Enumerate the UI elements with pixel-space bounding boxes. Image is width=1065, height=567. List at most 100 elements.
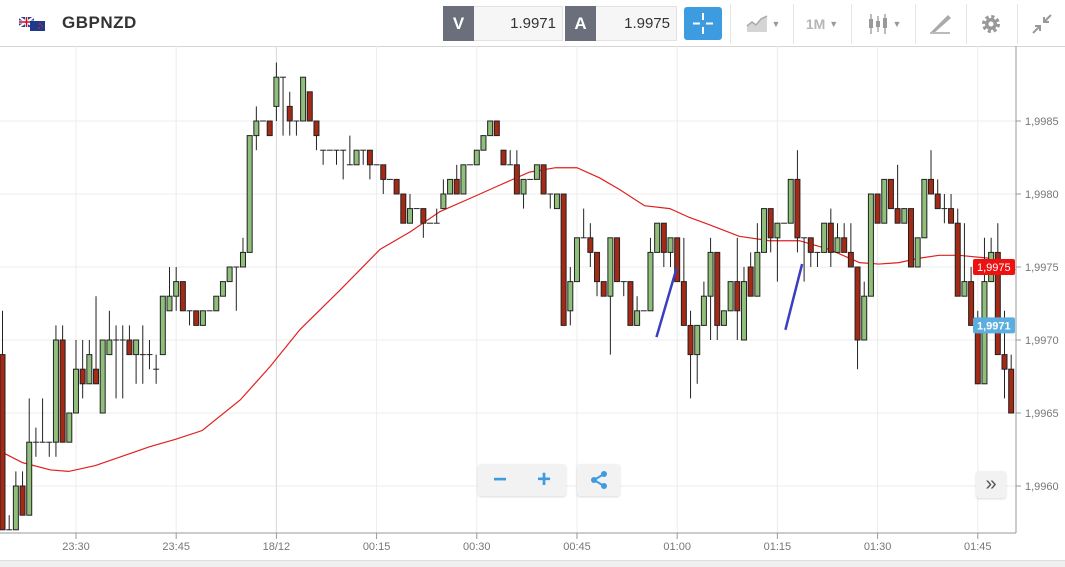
divider (851, 4, 852, 44)
candle (700, 281, 707, 326)
candle (994, 223, 1001, 356)
candle (440, 179, 447, 210)
chart-type-button[interactable]: ▼ (740, 6, 786, 42)
ask-label: A (565, 6, 596, 41)
divider (730, 4, 731, 44)
candle (453, 164, 460, 195)
candle-body-up (634, 310, 641, 326)
x-tick-label: 01:30 (864, 541, 892, 553)
ask-price-tag (973, 259, 1015, 275)
candle-body-up (72, 368, 79, 414)
chevron-down-icon: ▼ (829, 19, 839, 29)
candle-body-up (226, 266, 233, 283)
chart-grid (0, 46, 1016, 533)
scroll-to-latest-button[interactable]: » (976, 471, 1006, 498)
candle (340, 149, 347, 180)
candle (126, 325, 133, 356)
candle (941, 194, 948, 224)
candle-body-down (266, 120, 273, 137)
price-tags-layer: 1,9975 1,9971 (973, 259, 1015, 334)
candle (52, 325, 59, 457)
candle (219, 281, 226, 297)
candle (79, 340, 86, 399)
candle-body-up (12, 485, 19, 531)
candle-body-down (680, 281, 687, 326)
candle-body-up (901, 208, 908, 224)
candle-body-down (660, 222, 667, 253)
settings-button[interactable] (976, 6, 1006, 42)
candle (19, 471, 26, 516)
candle-body-up (867, 193, 874, 297)
drawing-tools-button[interactable] (924, 6, 956, 42)
collapse-button[interactable] (1028, 6, 1056, 42)
candle-body-down (179, 281, 186, 312)
candle-body-down (560, 193, 567, 326)
gear-icon (982, 15, 1000, 33)
candle-body-up (159, 295, 166, 356)
y-tick-label: 1,9965 (1025, 408, 1059, 420)
price-chart[interactable]: 1,9985 1,9980 1,9975 1,9970 1,9965 1,9960 23:3… (0, 46, 1065, 560)
axes-layer: 1,9985 1,9980 1,9975 1,9970 1,9965 1,9960 23:3… (0, 46, 1059, 553)
candle-body-down (974, 324, 981, 385)
y-tick-label: 1,9970 (1025, 335, 1059, 347)
divider (1017, 4, 1018, 44)
candle-body-up (700, 295, 707, 326)
candle (166, 267, 173, 312)
share-button[interactable] (577, 464, 620, 496)
x-tick-label: 01:45 (964, 541, 992, 553)
candle (580, 208, 587, 239)
candle-body-up (173, 281, 180, 297)
candle-body-down (627, 281, 634, 326)
bid-quote[interactable]: V 1.9971 (443, 6, 563, 41)
candle (647, 237, 654, 312)
candle (293, 120, 300, 136)
candle (841, 223, 848, 253)
candle (807, 237, 814, 267)
candle (533, 164, 540, 180)
candle (961, 223, 968, 297)
ask-quote[interactable]: A 1.9975 (565, 6, 677, 41)
chevron-down-icon: ▼ (771, 19, 781, 29)
candle (447, 178, 454, 195)
candle (239, 237, 246, 268)
candle (934, 179, 941, 210)
candle (660, 222, 667, 267)
candle-body-down (380, 164, 387, 180)
candle-body-up (66, 412, 73, 443)
candle (520, 178, 527, 209)
divider (793, 4, 794, 44)
candle-body-up (553, 193, 560, 210)
candle (72, 340, 79, 414)
candle-body-up (667, 237, 674, 253)
candle (226, 266, 233, 283)
x-tick-label: 01:00 (663, 541, 691, 553)
candle (280, 76, 287, 136)
candle (714, 251, 721, 340)
zoom-in-button[interactable]: + (536, 466, 551, 493)
candle (914, 237, 921, 268)
x-tick-label: 23:45 (162, 541, 190, 553)
candle (627, 281, 634, 326)
candle-body-down (393, 178, 400, 195)
crosshair-button[interactable] (684, 7, 722, 40)
candle (46, 441, 53, 457)
crosshair-icon (693, 13, 713, 34)
zoom-out-button[interactable]: − (492, 466, 507, 493)
candle-body-up (861, 295, 868, 341)
candle (834, 223, 841, 253)
candle-body-up (520, 178, 527, 195)
candle-style-button[interactable]: ▼ (860, 6, 908, 42)
candle (901, 208, 908, 224)
candle (253, 106, 260, 151)
candle (787, 178, 794, 224)
candle-body-up (787, 178, 794, 224)
candle-body-up (607, 237, 614, 297)
candle (133, 339, 140, 384)
candle-body-down (968, 281, 975, 326)
x-tick-label: 00:15 (363, 541, 391, 553)
zoom-controls: − + (478, 464, 566, 496)
candle (366, 149, 373, 180)
candle-body-up (406, 208, 413, 224)
timeframe-button[interactable]: 1M ▼ (800, 6, 844, 42)
candle (814, 251, 821, 267)
